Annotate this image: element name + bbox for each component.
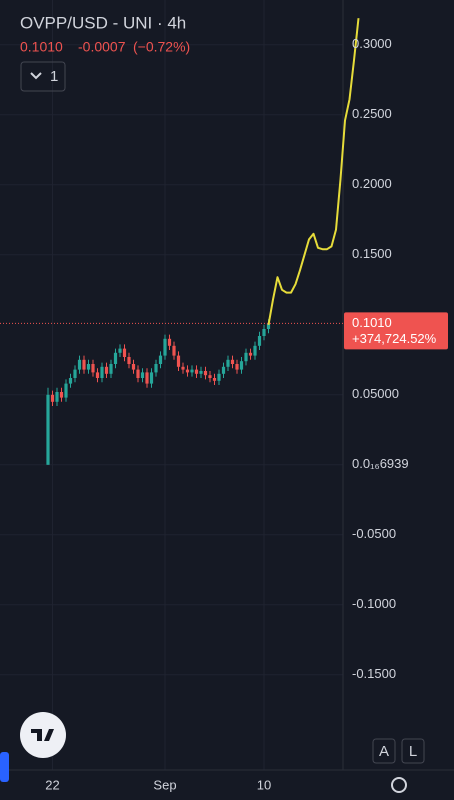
candle-body (158, 355, 163, 364)
x-tick-label: 10 (257, 777, 271, 792)
candle-body (266, 323, 271, 329)
last-price-label: 0.1010 (352, 315, 392, 330)
change-percent: (−0.72%) (133, 39, 190, 55)
chart-title: OVPP/USD - UNI · 4h (20, 13, 186, 32)
candle-body (131, 364, 136, 370)
y-tick-label: 0.2500 (352, 106, 392, 121)
candle-body (86, 364, 91, 370)
candle-body (46, 394, 50, 465)
candle-body (167, 338, 172, 346)
candle-body (118, 348, 122, 353)
auto-label: A (379, 743, 389, 760)
settings-icon[interactable] (391, 777, 407, 793)
last-price-badge (344, 312, 448, 350)
candle-body (194, 369, 199, 374)
candle-body (176, 355, 181, 367)
y-tick-label: 0.3000 (352, 36, 392, 51)
candle-body (145, 372, 149, 384)
candle-body (113, 352, 118, 364)
log-label: L (409, 743, 417, 760)
candle-body (55, 392, 59, 402)
candle-body (190, 369, 194, 373)
candle-body (244, 352, 248, 362)
candle-body (181, 366, 185, 370)
candle-body (136, 369, 140, 378)
last-change-label: +374,724.52% (352, 331, 437, 346)
candle-body (122, 348, 127, 357)
chevron-icon (30, 72, 42, 80)
candle-body (104, 366, 109, 374)
candle-body (208, 375, 212, 378)
logo[interactable] (20, 712, 66, 758)
candle-body (127, 357, 131, 364)
candle-body (100, 366, 104, 378)
marks (46, 18, 360, 465)
log-button[interactable] (401, 738, 425, 764)
candle-body (226, 359, 230, 367)
logo-mark (31, 729, 54, 741)
candle-body (221, 366, 226, 374)
indicator-toggle[interactable] (20, 61, 66, 92)
candle-body (59, 392, 64, 398)
auto-button[interactable] (372, 738, 396, 764)
candle-body (217, 373, 221, 381)
y-tick-label: 0.1500 (352, 246, 392, 261)
grid (0, 0, 343, 770)
candle-body (154, 364, 158, 373)
candle-body (235, 364, 239, 370)
x-tick-label: Sep (153, 777, 176, 792)
candle-body (199, 371, 203, 374)
candle-body (77, 359, 82, 370)
x-tick-label: 22 (45, 777, 59, 792)
candle-body (230, 359, 235, 364)
y-tick-label: 0.0₁₆6939 (352, 456, 409, 471)
candle-body (262, 329, 266, 336)
candle-body (257, 336, 262, 346)
candle-body (109, 364, 113, 374)
candle-body (239, 361, 244, 370)
candle-body (68, 378, 73, 384)
candle-body (73, 369, 77, 378)
candle-body (203, 371, 208, 376)
drawing-line (267, 18, 360, 325)
candle-body (149, 372, 154, 384)
candle-body (163, 338, 167, 356)
change: -0.0007 (78, 39, 126, 55)
candle-body (91, 364, 95, 373)
y-tick-label: -0.1500 (352, 666, 396, 681)
candle-body (253, 345, 257, 356)
y-tick-label: -0.0500 (352, 526, 396, 541)
price: 0.1010 (20, 39, 63, 55)
candle-body (212, 378, 217, 381)
y-tick-label: -0.1000 (352, 596, 396, 611)
candle-body (95, 372, 100, 378)
indicator-count: 1 (50, 68, 58, 85)
y-tick-label: 0.05000 (352, 386, 399, 401)
candle-body (172, 345, 176, 356)
candle-body (64, 383, 68, 398)
candle-body (248, 352, 253, 356)
candle-body (185, 369, 190, 373)
candle-body (50, 394, 55, 402)
side-tab[interactable] (0, 752, 9, 782)
candle-body (140, 372, 145, 378)
y-tick-label: 0.2000 (352, 176, 392, 191)
candle-body (82, 359, 86, 370)
